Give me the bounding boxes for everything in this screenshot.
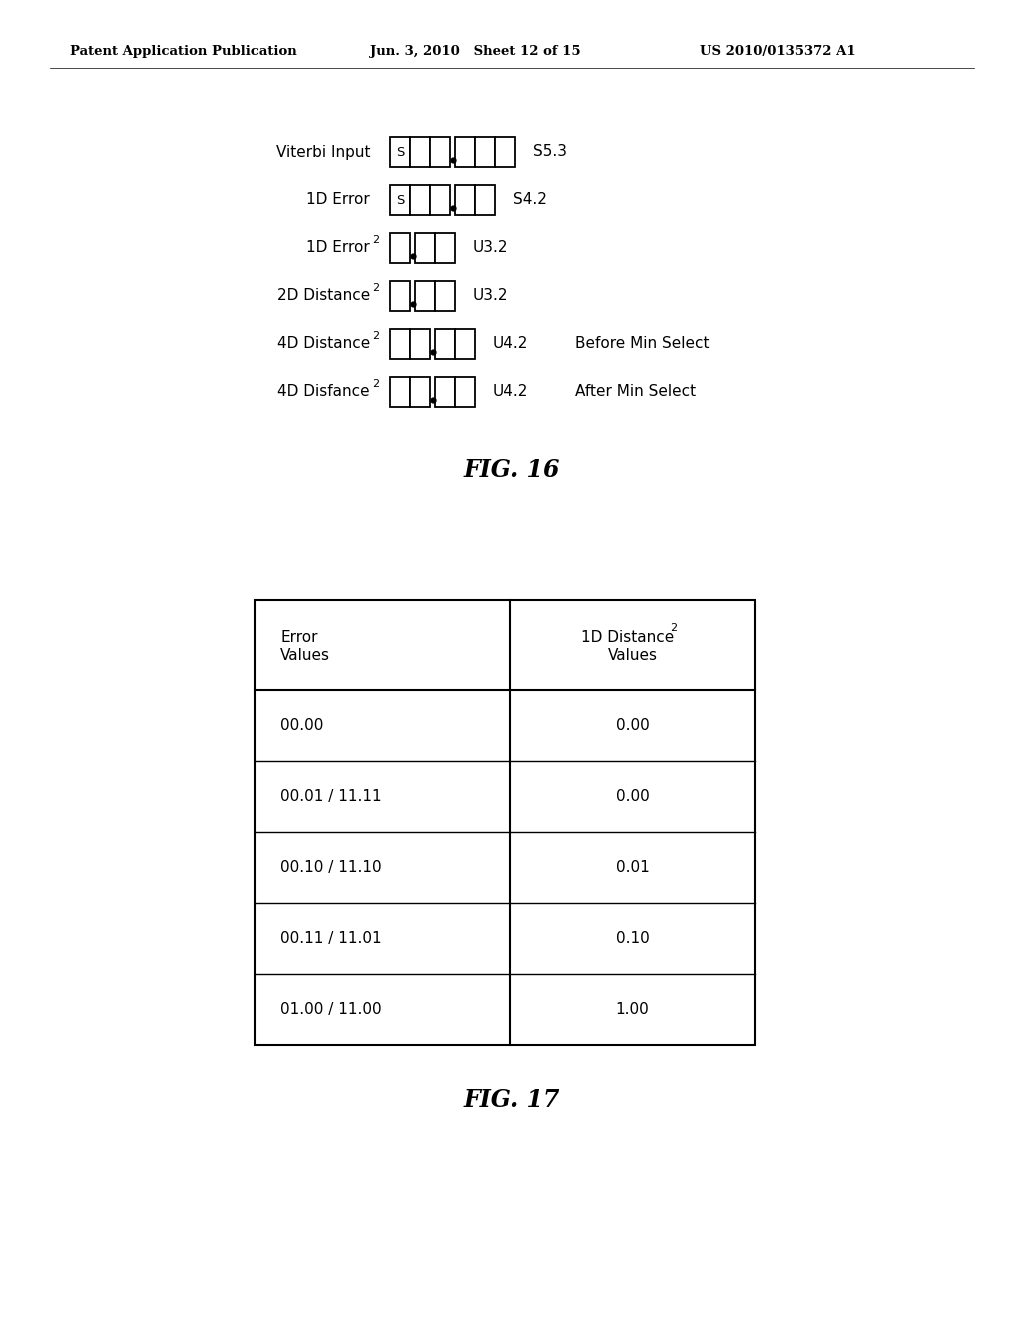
Text: Values: Values bbox=[280, 648, 330, 663]
Text: FIG. 17: FIG. 17 bbox=[464, 1088, 560, 1111]
Bar bbox=[495, 137, 515, 168]
Text: 0.10: 0.10 bbox=[615, 931, 649, 946]
Text: 1D Error: 1D Error bbox=[306, 240, 370, 256]
Bar bbox=[430, 185, 450, 215]
Bar bbox=[390, 329, 410, 359]
Bar bbox=[435, 378, 455, 407]
Text: 2: 2 bbox=[372, 331, 379, 341]
Bar bbox=[455, 137, 475, 168]
Text: 00.10 / 11.10: 00.10 / 11.10 bbox=[280, 861, 382, 875]
Text: Viterbi Input: Viterbi Input bbox=[275, 144, 370, 160]
Text: 01.00 / 11.00: 01.00 / 11.00 bbox=[280, 1002, 382, 1016]
Bar bbox=[455, 185, 475, 215]
Text: U4.2: U4.2 bbox=[493, 384, 528, 400]
Bar bbox=[435, 281, 455, 312]
Bar bbox=[455, 329, 475, 359]
Text: U3.2: U3.2 bbox=[473, 240, 509, 256]
Text: 4D Disfance: 4D Disfance bbox=[278, 384, 370, 400]
Text: Values: Values bbox=[607, 648, 657, 663]
Bar bbox=[410, 329, 430, 359]
Text: Before Min Select: Before Min Select bbox=[575, 337, 710, 351]
Bar bbox=[410, 185, 430, 215]
Bar bbox=[410, 378, 430, 407]
Bar bbox=[390, 137, 410, 168]
Text: 1D Distance: 1D Distance bbox=[581, 630, 674, 644]
Text: 2D Distance: 2D Distance bbox=[276, 289, 370, 304]
Text: 0.01: 0.01 bbox=[615, 861, 649, 875]
Text: US 2010/0135372 A1: US 2010/0135372 A1 bbox=[700, 45, 856, 58]
Text: S: S bbox=[396, 145, 404, 158]
Text: After Min Select: After Min Select bbox=[575, 384, 696, 400]
Text: Patent Application Publication: Patent Application Publication bbox=[70, 45, 297, 58]
Text: 00.00: 00.00 bbox=[280, 718, 324, 733]
Text: S: S bbox=[396, 194, 404, 206]
Bar bbox=[475, 185, 495, 215]
Text: 2: 2 bbox=[671, 623, 678, 634]
Text: 00.01 / 11.11: 00.01 / 11.11 bbox=[280, 789, 382, 804]
Bar bbox=[455, 378, 475, 407]
Text: S5.3: S5.3 bbox=[534, 144, 567, 160]
Text: 0.00: 0.00 bbox=[615, 718, 649, 733]
Bar bbox=[435, 234, 455, 263]
Text: U3.2: U3.2 bbox=[473, 289, 509, 304]
Text: Jun. 3, 2010   Sheet 12 of 15: Jun. 3, 2010 Sheet 12 of 15 bbox=[370, 45, 581, 58]
Bar bbox=[430, 137, 450, 168]
Text: Error: Error bbox=[280, 630, 317, 644]
Bar bbox=[410, 137, 430, 168]
Text: 2: 2 bbox=[372, 282, 379, 293]
Text: 1.00: 1.00 bbox=[615, 1002, 649, 1016]
Text: U4.2: U4.2 bbox=[493, 337, 528, 351]
Bar bbox=[390, 378, 410, 407]
Bar bbox=[415, 281, 435, 312]
Bar bbox=[435, 329, 455, 359]
Text: 0.00: 0.00 bbox=[615, 789, 649, 804]
Text: 4D Distance: 4D Distance bbox=[276, 337, 370, 351]
Text: S4.2: S4.2 bbox=[513, 193, 547, 207]
Text: 1D Error: 1D Error bbox=[306, 193, 370, 207]
Bar bbox=[390, 234, 410, 263]
Text: 00.11 / 11.01: 00.11 / 11.01 bbox=[280, 931, 382, 946]
Bar bbox=[390, 281, 410, 312]
Text: 2: 2 bbox=[372, 235, 379, 246]
Bar bbox=[255, 601, 755, 1045]
Bar bbox=[390, 185, 410, 215]
Bar bbox=[475, 137, 495, 168]
Text: 2: 2 bbox=[372, 379, 379, 389]
Bar bbox=[415, 234, 435, 263]
Text: FIG. 16: FIG. 16 bbox=[464, 458, 560, 482]
